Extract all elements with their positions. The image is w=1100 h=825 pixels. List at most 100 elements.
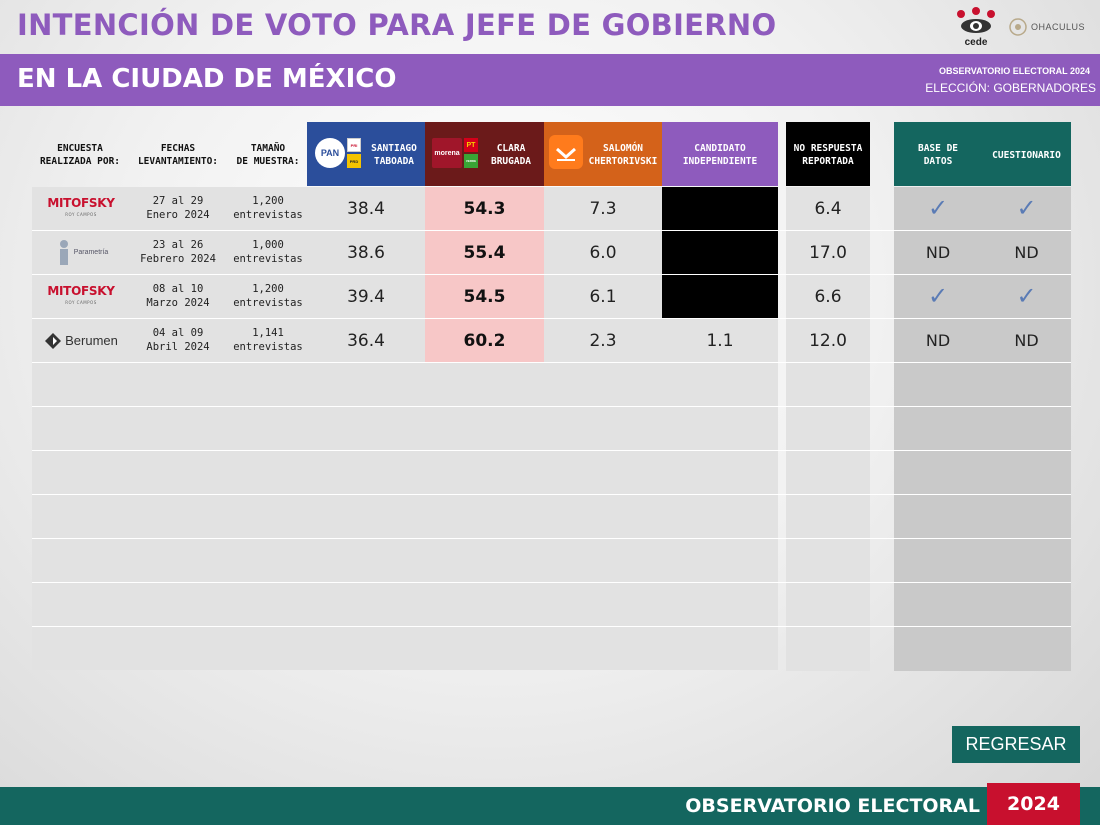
footer-label: OBSERVATORIO ELECTORAL bbox=[685, 795, 980, 817]
pollster-logo-berumen[interactable]: Berumen bbox=[32, 319, 130, 362]
prd-logo-text: PRD bbox=[349, 158, 359, 164]
header-fechas-line1: FECHAS bbox=[160, 143, 196, 154]
clara-value: 54.3 bbox=[425, 187, 544, 230]
row-divider bbox=[32, 318, 1071, 319]
row-divider bbox=[32, 626, 1071, 627]
header-salomon: SALOMÓN CHERTORIVSKI bbox=[544, 122, 662, 186]
pri-logo-text: PRI bbox=[350, 142, 358, 148]
header-encuesta-line2: REALIZADA POR: bbox=[39, 156, 121, 167]
header-independiente-line2: INDEPENDIENTE bbox=[682, 156, 758, 167]
footer-year-badge: 2024 bbox=[987, 783, 1080, 825]
muestra-numero: 1,000 bbox=[252, 239, 284, 251]
pollster-logo-parametria[interactable]: Parametría bbox=[32, 231, 130, 274]
pollster-name: Parametría bbox=[73, 249, 109, 256]
clara-value-text: 54.3 bbox=[463, 198, 506, 219]
independiente-value-blank bbox=[662, 187, 778, 230]
base-datos-checkmark-icon[interactable]: ✓ bbox=[894, 187, 982, 230]
base-datos-checkmark-icon[interactable]: ✓ bbox=[894, 275, 982, 318]
prd-logo: PRD bbox=[347, 154, 361, 168]
clara-value: 55.4 bbox=[425, 231, 544, 274]
pan-logo: PAN bbox=[315, 138, 345, 168]
header-santiago-line2: TABOADA bbox=[373, 156, 415, 167]
base-datos-nd: ND bbox=[894, 231, 982, 274]
clara-value-text: 60.2 bbox=[463, 330, 506, 351]
table-row-bg bbox=[32, 495, 778, 538]
fecha-cell: 08 al 10 Marzo 2024 bbox=[130, 282, 226, 310]
header-clara-line2: BRUGADA bbox=[490, 156, 532, 167]
santiago-value: 36.4 bbox=[307, 319, 425, 362]
header-tamano-line1: TAMAÑO bbox=[250, 143, 286, 154]
pollster-name: MITOFSKY bbox=[47, 283, 115, 298]
verde-logo-text: VERDE bbox=[465, 159, 477, 163]
fecha-rango: 04 al 09 bbox=[152, 327, 204, 339]
fecha-rango: 27 al 29 bbox=[152, 195, 204, 207]
header-tamano: TAMAÑO DE MUESTRA: bbox=[226, 122, 310, 186]
pollster-name: MITOFSKY bbox=[47, 195, 115, 210]
nd-text: ND bbox=[925, 243, 951, 262]
header-fechas: FECHAS LEVANTAMIENTO: bbox=[130, 122, 226, 186]
fecha-mes: Abril 2024 bbox=[146, 341, 210, 353]
salomon-value-text: 7.3 bbox=[589, 198, 617, 219]
morena-logo: morena bbox=[432, 138, 462, 168]
checkmark-icon: ✓ bbox=[927, 283, 949, 310]
clara-value-text: 54.5 bbox=[463, 286, 506, 307]
row-divider bbox=[32, 362, 1071, 363]
header-encuesta-line1: ENCUESTA bbox=[57, 143, 103, 154]
cuestionario-nd: ND bbox=[982, 319, 1071, 362]
eleccion-label: ELECCIÓN: GOBERNADORES bbox=[925, 81, 1096, 95]
cuestionario-checkmark-icon[interactable]: ✓ bbox=[982, 275, 1071, 318]
pt-logo: PT bbox=[464, 138, 478, 152]
muestra-cell: 1,200 entrevistas bbox=[226, 282, 310, 310]
santiago-value: 38.4 bbox=[307, 187, 425, 230]
muestra-unidad: entrevistas bbox=[233, 209, 303, 221]
muestra-unidad: entrevistas bbox=[233, 341, 303, 353]
independiente-value: 1.1 bbox=[662, 319, 778, 362]
pollster-name: Berumen bbox=[65, 333, 118, 348]
muestra-numero: 1,200 bbox=[252, 283, 284, 295]
table-row-bg bbox=[32, 319, 778, 362]
pollster-subtitle: ROY CAMPOS bbox=[65, 211, 97, 217]
muestra-cell: 1,141 entrevistas bbox=[226, 326, 310, 354]
no-respuesta-value-text: 6.4 bbox=[814, 198, 842, 219]
table-row-bg bbox=[32, 363, 778, 406]
header-encuesta: ENCUESTA REALIZADA POR: bbox=[32, 122, 128, 186]
regresar-button[interactable]: REGRESAR bbox=[952, 726, 1080, 763]
pollster-logo-mitofsky[interactable]: MITOFSKY ROY CAMPOS bbox=[32, 187, 130, 230]
salomon-value-text: 2.3 bbox=[589, 330, 617, 351]
table-row-bg bbox=[32, 583, 778, 626]
table-row-bg bbox=[32, 275, 778, 318]
table-row-bg bbox=[32, 187, 778, 230]
header-independiente: CANDIDATO INDEPENDIENTE bbox=[662, 122, 778, 186]
morena-logo-text: morena bbox=[434, 149, 460, 157]
no-respuesta-value: 17.0 bbox=[786, 231, 870, 274]
header-base-cuestionario: BASE DE DATOS CUESTIONARIO bbox=[894, 122, 1071, 186]
header-clara: morena PT VERDE CLARA BRUGADA bbox=[425, 122, 544, 186]
muestra-unidad: entrevistas bbox=[233, 253, 303, 265]
header-santiago-line1: SANTIAGO bbox=[371, 143, 417, 154]
row-divider bbox=[32, 274, 1071, 275]
pollster-logo-mitofsky[interactable]: MITOFSKY ROY CAMPOS bbox=[32, 275, 130, 318]
salomon-value: 6.0 bbox=[544, 231, 662, 274]
muestra-cell: 1,200 entrevistas bbox=[226, 194, 310, 222]
clara-value-text: 55.4 bbox=[463, 242, 506, 263]
fecha-rango: 23 al 26 bbox=[152, 239, 204, 251]
table-row-bg bbox=[32, 539, 778, 582]
page-subtitle: EN LA CIUDAD DE MÉXICO bbox=[17, 64, 397, 94]
no-respuesta-value: 6.4 bbox=[786, 187, 870, 230]
row-divider bbox=[32, 450, 1071, 451]
santiago-value-text: 39.4 bbox=[347, 286, 385, 307]
pt-logo-text: PT bbox=[466, 141, 476, 149]
no-respuesta-column bbox=[786, 187, 870, 671]
salomon-value: 7.3 bbox=[544, 187, 662, 230]
muestra-unidad: entrevistas bbox=[233, 297, 303, 309]
fecha-mes: Enero 2024 bbox=[146, 209, 210, 221]
header-no-respuesta-line2: REPORTADA bbox=[802, 156, 854, 167]
table-row-bg bbox=[32, 451, 778, 494]
header-santiago: PAN PRI PRD SANTIAGO TABOADA bbox=[307, 122, 425, 186]
pollster-subtitle: ROY CAMPOS bbox=[65, 299, 97, 305]
santiago-value-text: 38.6 bbox=[347, 242, 385, 263]
cuestionario-checkmark-icon[interactable]: ✓ bbox=[982, 187, 1071, 230]
header-no-respuesta: NO RESPUESTA REPORTADA bbox=[786, 122, 870, 186]
salomon-value-text: 6.1 bbox=[589, 286, 617, 307]
header-no-respuesta-line1: NO RESPUESTA bbox=[793, 143, 863, 154]
